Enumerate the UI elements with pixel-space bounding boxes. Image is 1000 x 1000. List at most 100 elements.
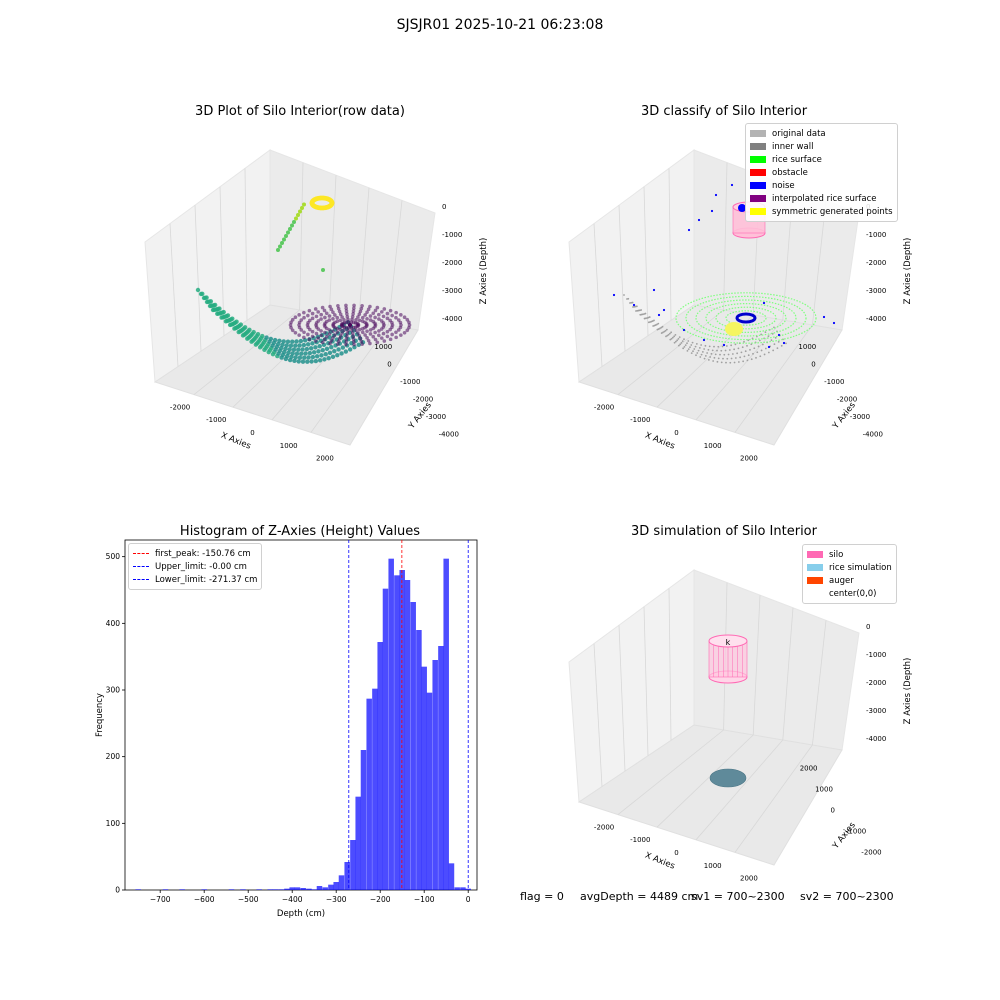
classify-point: [673, 335, 676, 338]
raw-point: [344, 309, 349, 313]
raw-point: [350, 331, 355, 336]
grid-line: [668, 588, 672, 741]
classify-point: [683, 338, 685, 341]
raw-point: [283, 346, 288, 352]
raw-point: [317, 358, 323, 363]
raw-point: [356, 342, 361, 348]
x-tick-label: 2000: [740, 875, 758, 883]
raw-point: [337, 336, 342, 341]
raw-point: [280, 342, 285, 348]
histogram-bar: [355, 796, 361, 890]
z-tick-label: 0: [442, 203, 446, 211]
raw-point: [294, 351, 300, 356]
histogram-bar: [448, 863, 455, 890]
raw-point: [379, 310, 384, 314]
y-tick-label: 0: [387, 360, 391, 368]
classify-plot-title: 3D classify of Silo Interior: [640, 104, 808, 119]
noise-point: [662, 308, 666, 312]
raw-point: [358, 336, 363, 341]
histogram-bar: [240, 889, 246, 890]
raw-point: [360, 315, 365, 320]
raw-point: [340, 345, 346, 350]
z-tick-label: -4000: [866, 735, 886, 743]
classify-point: [755, 356, 757, 359]
raw-point: [234, 319, 239, 324]
classify-point: [687, 340, 690, 342]
classify-point: [683, 345, 686, 348]
raw-point: [405, 317, 410, 322]
histogram-bar: [267, 889, 273, 890]
noise-point: [697, 218, 701, 222]
y-tick-label: -1000: [400, 378, 420, 386]
noise-point: [710, 209, 714, 213]
raw-point: [208, 299, 214, 304]
classify-point: [746, 359, 749, 362]
y-tick-label: -2000: [413, 395, 433, 403]
raw-point: [306, 355, 311, 360]
legend-line-swatch: [133, 579, 149, 580]
raw-point: [340, 331, 344, 335]
raw-point: [300, 359, 306, 364]
y-tick-label: 1000: [815, 786, 833, 794]
raw-point: [230, 316, 235, 321]
raw-point: [331, 336, 335, 340]
classify-point: [722, 357, 724, 360]
raw-point: [407, 323, 412, 327]
classify-point: [666, 334, 669, 337]
x-tick-label: −600: [194, 895, 215, 904]
legend-entry: center(0,0): [807, 587, 892, 600]
avg-depth-status: avgDepth = 4489 cm: [580, 890, 699, 903]
classify-point: [707, 359, 710, 361]
raw-point: [363, 333, 367, 337]
simulation-3d-plot: -2000 -1000 0 1000 2000 2000 1000 0 -1000 -2000 0 -…: [568, 569, 913, 883]
x-tick-label: 0: [674, 849, 678, 857]
classify-3d-plot: -2000 -1000 0 1000 2000 1000 0 -1000 -2000 -3000 -…: [568, 149, 913, 463]
classify-point: [767, 351, 770, 354]
raw-point: [326, 356, 331, 361]
legend-swatch: [750, 156, 766, 163]
x-tick-label: 1000: [280, 442, 298, 450]
legend-entry: obstacle: [750, 166, 893, 179]
noise-point: [762, 301, 766, 305]
raw-point: [351, 309, 356, 313]
z-axis-label: Z Axies (Depth): [479, 238, 489, 305]
classify-point: [703, 357, 706, 360]
classify-point: [750, 343, 753, 346]
raw-point: [291, 347, 297, 352]
x-tick-label: 2000: [316, 455, 334, 463]
raw-point: [292, 220, 296, 224]
raw-point: [322, 357, 327, 362]
noise-point: [767, 345, 771, 349]
classify-point: [737, 361, 740, 363]
noise-point: [612, 293, 616, 297]
x-tick-label: −200: [370, 895, 391, 904]
classify-point: [673, 341, 676, 344]
raw-point: [272, 337, 278, 343]
raw-point: [327, 314, 332, 318]
classify-point: [756, 351, 759, 354]
classify-point: [736, 352, 739, 355]
classify-point: [753, 347, 756, 350]
raw-point: [399, 333, 403, 337]
classify-point: [710, 352, 713, 355]
raw-point: [313, 345, 318, 350]
legend-label: original data: [772, 128, 826, 139]
x-axis-label: X Axies: [643, 851, 676, 872]
noise-point: [687, 228, 691, 232]
raw-point: [327, 332, 332, 336]
raw-point: [373, 308, 378, 313]
noise-point: [782, 341, 786, 345]
classify-point: [674, 333, 677, 336]
classify-point: [704, 355, 707, 357]
raw-point: [339, 351, 344, 356]
x-tick-label: −300: [326, 895, 347, 904]
histogram-bar: [306, 888, 312, 890]
raw-plot-title: 3D Plot of Silo Interior(row data): [195, 104, 405, 119]
x-tick-label: 1000: [704, 862, 722, 870]
z-tick-label: -4000: [442, 315, 462, 323]
classify-point: [694, 345, 697, 348]
raw-point: [385, 311, 390, 316]
noise-point: [832, 321, 836, 325]
raw-point: [357, 327, 362, 332]
x-tick-label: −500: [238, 895, 259, 904]
